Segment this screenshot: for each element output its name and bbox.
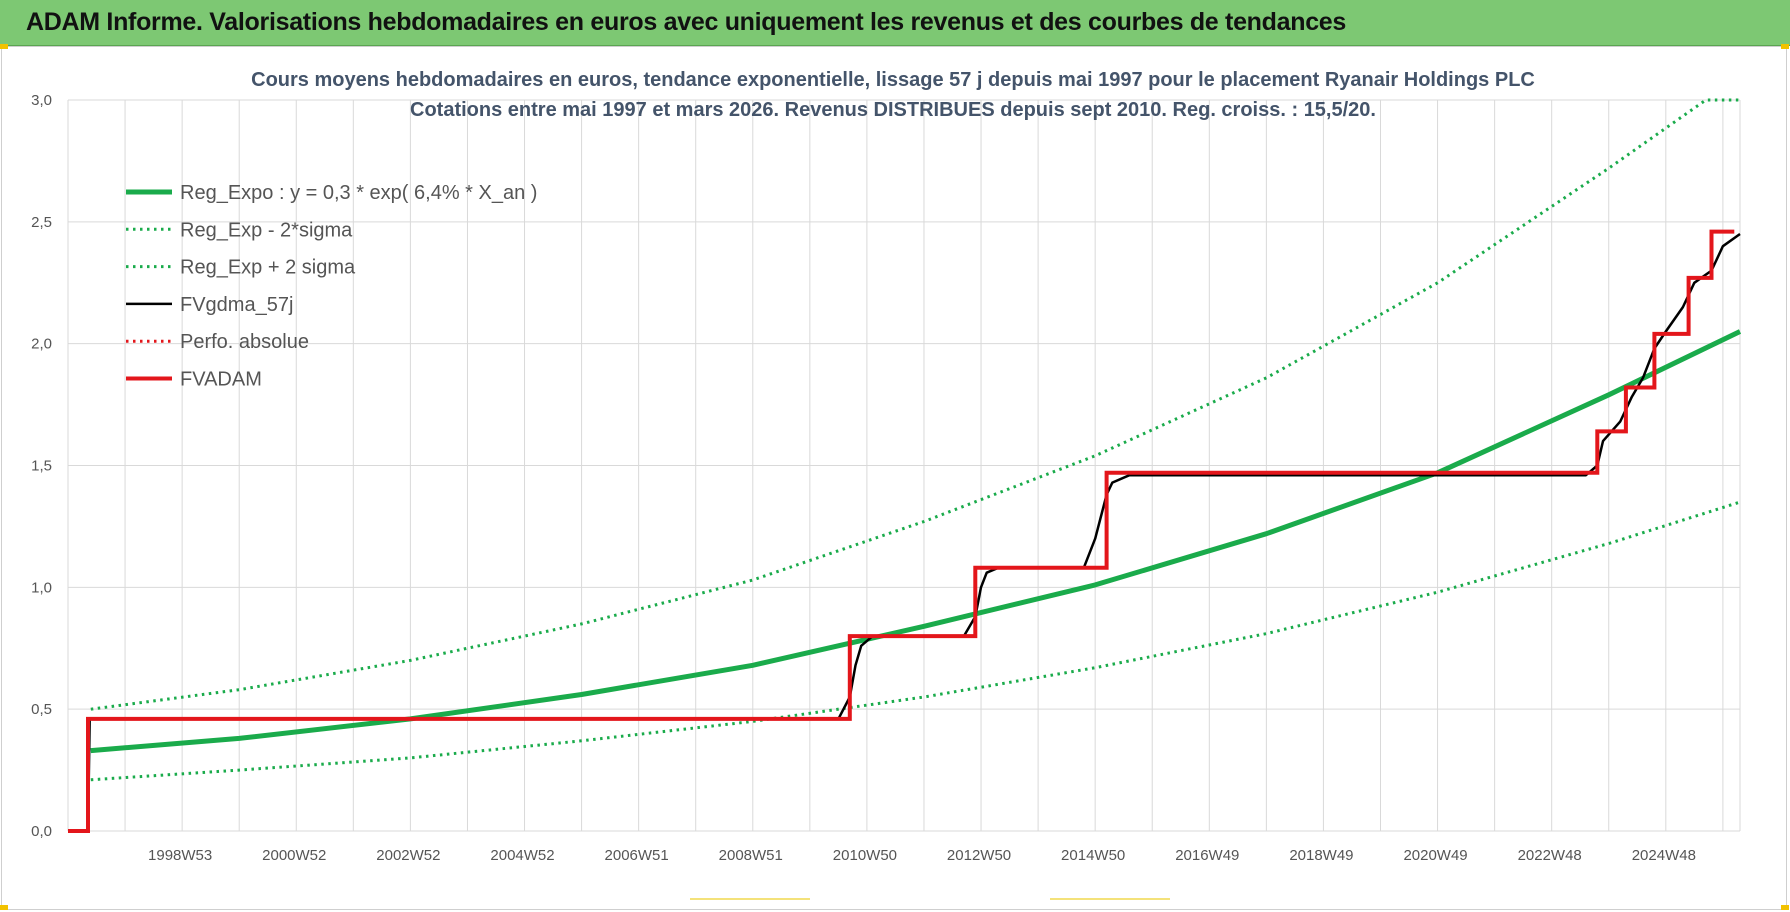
legend-label: FVgdma_57j xyxy=(180,294,293,316)
title-banner: ADAM Informe. Valorisations hebdomadaire… xyxy=(0,0,1790,46)
y-tick-label: 1,5 xyxy=(31,458,52,475)
banner-title: ADAM Informe. Valorisations hebdomadaire… xyxy=(26,8,1347,36)
x-tick-label: 1998W53 xyxy=(148,847,212,864)
series-line-0 xyxy=(90,329,1742,754)
x-tick-label: 2010W50 xyxy=(833,847,897,864)
x-tick-label: 2006W51 xyxy=(605,847,669,864)
bottom-accent xyxy=(690,898,810,900)
x-tick-label: 2018W49 xyxy=(1289,847,1353,864)
y-tick-label: 0,0 xyxy=(31,823,52,840)
legend: Reg_Expo : y = 0,3 * exp( 6,4% * X_an ) R… xyxy=(126,182,537,391)
axis-ticks: 0,0 0,5 1,0 1,5 2,0 2,5 3,0 1998W53 2000W52 2002W… xyxy=(31,92,1696,864)
corner-marker xyxy=(0,44,8,49)
corner-marker xyxy=(0,905,8,910)
gridlines xyxy=(67,99,1741,832)
legend-label: FVADAM xyxy=(180,369,262,391)
chart-frame xyxy=(1,46,1787,910)
corner-marker xyxy=(1781,44,1789,49)
legend-label: Perfo. absolue xyxy=(180,331,309,353)
x-tick-label: 2020W49 xyxy=(1403,847,1467,864)
series-line-2 xyxy=(90,98,1740,711)
x-tick-label: 2016W49 xyxy=(1175,847,1239,864)
x-tick-label: 2000W52 xyxy=(262,847,326,864)
legend-label: Reg_Expo : y = 0,3 * exp( 6,4% * X_an ) xyxy=(180,182,537,204)
series-line-5 xyxy=(68,229,1735,833)
x-tick-label: 2002W52 xyxy=(376,847,440,864)
x-tick-label: 2008W51 xyxy=(719,847,783,864)
y-tick-label: 2,0 xyxy=(31,336,52,353)
corner-marker xyxy=(1781,905,1789,910)
chart-area: 0,0 0,5 1,0 1,5 2,0 2,5 3,0 1998W53 2000W52 2002W… xyxy=(31,69,1742,864)
y-tick-label: 0,5 xyxy=(31,701,52,718)
y-tick-label: 3,0 xyxy=(31,92,52,109)
x-tick-label: 2004W52 xyxy=(490,847,554,864)
chart-title-line: Cotations entre mai 1997 et mars 2026. R… xyxy=(410,99,1376,121)
bottom-accent xyxy=(1050,898,1170,900)
x-tick-label: 2022W48 xyxy=(1518,847,1582,864)
series-line-3 xyxy=(68,232,1741,833)
chart-title: Cours moyens hebdomadaires en euros, ten… xyxy=(251,69,1535,121)
y-tick-label: 1,0 xyxy=(31,579,52,596)
series-lines xyxy=(68,98,1742,833)
x-tick-label: 2012W50 xyxy=(947,847,1011,864)
legend-label: Reg_Exp + 2 sigma xyxy=(180,257,356,279)
x-tick-label: 2014W50 xyxy=(1061,847,1125,864)
x-tick-label: 2024W48 xyxy=(1632,847,1696,864)
legend-label: Reg_Exp - 2*sigma xyxy=(180,219,353,241)
y-tick-label: 2,5 xyxy=(31,214,52,231)
series-line-1 xyxy=(90,500,1741,782)
chart-title-line: Cours moyens hebdomadaires en euros, ten… xyxy=(251,69,1535,91)
